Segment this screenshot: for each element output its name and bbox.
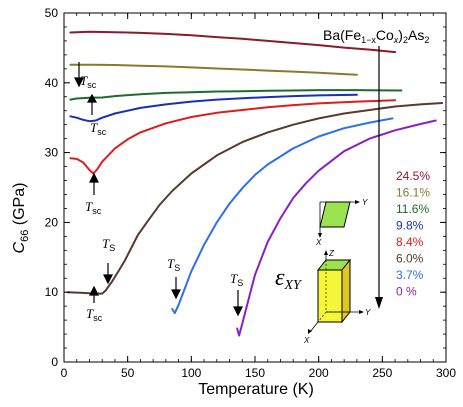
legend-entry-7: 0 % [396,285,417,299]
legend-entry-1: 16.1% [396,186,430,200]
y-axis-label-unit: (GPa) [11,183,28,230]
tsc-label-4-sub: sc [93,313,103,323]
crystal-box-inset: Z Y X [303,249,371,345]
strain-label-sub: XY [283,278,303,293]
series-line-5 [66,102,444,295]
ts-label-3: TS [230,271,243,288]
series-layer [66,30,444,337]
ticks-layer: 0 50 100 150 200 250 300 0 10 20 30 40 50 [45,6,457,380]
tsc-label-3-t: T [85,199,93,214]
legend: 24.5% 16.1% 11.6% 9.8% 8.4% 6.0% 3.7% 0 % [396,169,430,299]
title-part-c: Co [376,27,394,43]
tsc-label-3: Tsc [85,199,102,216]
y-tick-label-1: 10 [45,285,59,299]
ts-label-1-t: T [102,236,110,251]
inset-box-y-label: Y [365,308,371,317]
legend-entry-6: 3.7% [396,268,424,282]
tsc-label-3-sub: sc [92,206,102,216]
ts-label-2-sub: S [174,263,180,273]
x-tick-label-4: 200 [309,366,329,380]
series-line-7 [236,119,437,337]
x-axis-label: Temperature (K) [198,381,314,398]
strain-label: εXY [275,265,303,293]
title-part-b: 1−x [361,35,376,45]
inset-square-x-label: X [315,238,322,247]
y-tick-label-4: 40 [45,76,59,90]
tsc-label-1-sub: sc [87,80,97,90]
x-tick-label-3: 150 [245,366,265,380]
ts-label-1-sub: S [109,243,115,253]
y-tick-label-3: 30 [45,146,59,160]
x-tick-label-5: 250 [372,366,392,380]
series-line-0 [69,30,397,54]
y-tick-label-5: 50 [45,6,59,20]
x-tick-label-2: 100 [181,366,201,380]
tsc-label-1: Tsc [80,73,97,90]
tsc-label-2: Tsc [90,120,107,137]
title-part-g: As [408,27,424,43]
inset-box-x-label: X [303,336,310,345]
ts-label-2-t: T [167,256,175,271]
x-tick-label-6: 300 [436,366,456,380]
legend-entry-3: 9.8% [396,219,424,233]
shear-inset-square: X Y [315,198,368,247]
strain-label-eps: ε [275,265,285,291]
tsc-label-4: Tsc [86,306,103,323]
x-tick-label-1: 50 [121,366,135,380]
series-line-4 [69,99,397,175]
y-axis-label: C66 (GPa) [11,183,31,254]
legend-entry-5: 6.0% [396,252,424,266]
y-tick-label-2: 20 [45,215,59,229]
trend-arrow [375,46,383,309]
title-part-f: 2 [403,35,408,45]
ts-label-2: TS [167,256,180,273]
tsc-label-1-t: T [80,73,88,88]
title-part-a: Ba(Fe [323,27,361,43]
title-part-e: ) [398,27,403,43]
ts-label-3-t: T [230,271,238,286]
series-line-6 [171,117,394,315]
y-axis-label-sub: 66 [19,230,31,242]
inset-square-y-label: Y [362,198,368,207]
ts-label-1: TS [102,236,115,253]
title-part-h: 2 [424,35,429,45]
tsc-label-4-t: T [86,306,94,321]
legend-entry-0: 24.5% [396,169,430,183]
legend-entry-4: 8.4% [396,235,424,249]
series-line-3 [69,93,358,123]
y-axis-label-c: C [11,241,28,253]
x-tick-label-0: 0 [61,366,68,380]
series-line-1 [69,63,358,76]
chart-title: Ba(Fe1−xCox)2As2 [323,27,429,45]
inset-box-z-label: Z [328,249,335,258]
legend-entry-2: 11.6% [396,202,429,216]
y-tick-label-0: 0 [51,355,58,369]
annotation-arrows [74,62,243,317]
tsc-label-2-t: T [90,120,98,135]
tsc-label-2-sub: sc [97,127,107,137]
ts-label-3-sub: S [237,278,243,288]
title-part-d: x [393,35,399,45]
